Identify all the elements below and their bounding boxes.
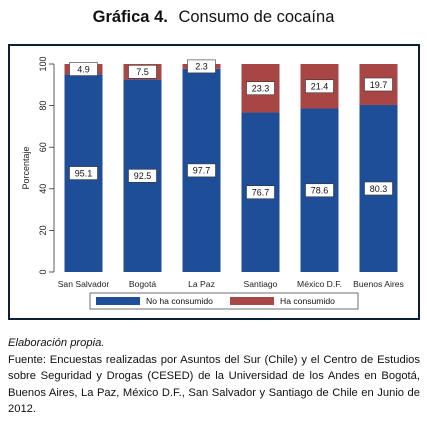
y-axis-label: Porcentaje — [21, 146, 31, 189]
y-tick-label: 40 — [38, 184, 48, 194]
data-label-box — [305, 183, 334, 198]
y-tick-label: 80 — [38, 101, 48, 111]
credit-note: Elaboración propia. — [8, 337, 105, 349]
figure-title: Consumo de cocaína — [178, 8, 335, 26]
x-tick-label: Buenos Aires — [353, 279, 404, 289]
x-tick-label: Bogotá — [129, 279, 156, 289]
data-label: 92.5 — [134, 171, 152, 181]
data-label: 19.7 — [370, 80, 388, 90]
data-label-box — [69, 62, 98, 76]
y-tick-label: 100 — [38, 56, 48, 71]
legend-label: No ha consumido — [146, 296, 213, 306]
data-label: 78.6 — [311, 186, 329, 196]
data-label: 7.5 — [136, 67, 149, 77]
data-label-box — [246, 81, 275, 96]
chart-title: Gráfica 4. Consumo de cocaína — [0, 8, 427, 27]
data-label-box — [364, 77, 393, 92]
data-label: 80.3 — [370, 184, 388, 194]
data-label-box — [246, 185, 275, 200]
data-label-box — [69, 166, 98, 180]
figure-number: Gráfica 4. — [92, 8, 168, 26]
y-tick-label: 60 — [38, 142, 48, 152]
x-tick-label: San Salvador — [58, 279, 110, 289]
data-label: 95.1 — [75, 168, 93, 178]
data-label-box — [364, 181, 393, 196]
data-label-box — [305, 79, 334, 94]
legend-swatch-ha-consumido — [230, 297, 274, 305]
data-label: 23.3 — [252, 84, 270, 94]
data-label: 76.7 — [252, 188, 270, 198]
legend-box — [89, 292, 359, 310]
x-tick-label: La Paz — [188, 279, 215, 289]
source-note: Fuente: Encuestas realizadas por Asuntos… — [8, 353, 420, 416]
data-label: 4.9 — [77, 64, 90, 74]
data-label-box — [128, 169, 157, 183]
x-tick-label: México D.F. — [297, 279, 342, 289]
chart-frame: 0 20 40 60 80 100 Porcentaje 95.1 4.9 San Salvado… — [8, 44, 420, 320]
y-tick-label: 20 — [38, 225, 48, 235]
stacked-bar-chart: 0 20 40 60 80 100 Porcentaje 95.1 4.9 San Salvado… — [21, 56, 404, 310]
data-label: 2.3 — [195, 62, 208, 72]
data-label-box — [187, 59, 216, 74]
data-label: 97.7 — [193, 166, 211, 176]
legend-swatch-no-ha-consumido — [96, 297, 140, 305]
data-label: 21.4 — [311, 82, 329, 92]
data-label-box — [128, 64, 157, 79]
data-label-box — [187, 163, 216, 178]
x-tick-label: Santiago — [244, 279, 278, 289]
chart-notes: Elaboración propia. Fuente: Encuestas re… — [8, 335, 420, 418]
y-tick-label: 0 — [38, 269, 48, 274]
legend-label: Ha consumido — [280, 296, 335, 306]
